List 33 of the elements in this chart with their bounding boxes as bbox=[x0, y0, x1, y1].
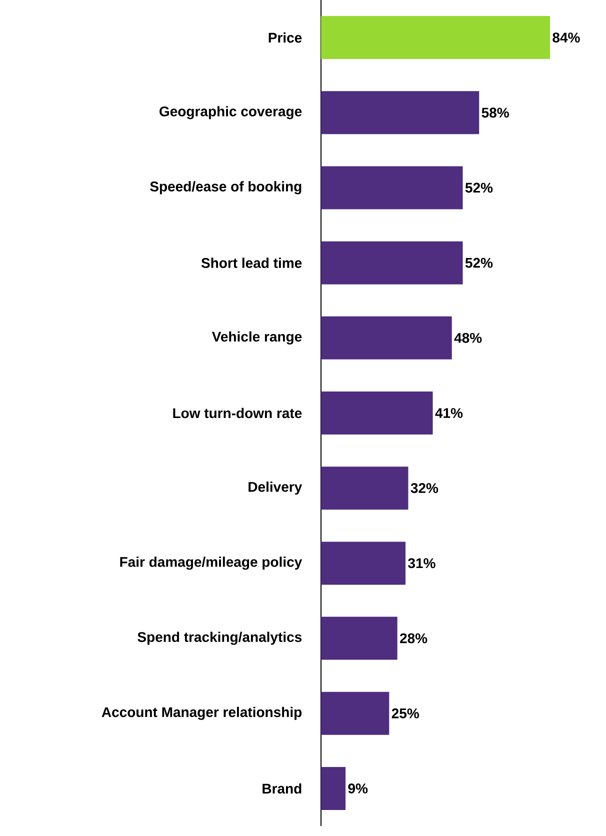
bar bbox=[321, 692, 390, 735]
data-label: 41% bbox=[435, 408, 463, 418]
y-tick-label: Spend tracking/analytics bbox=[138, 632, 302, 645]
y-tick-label: Vehicle range bbox=[212, 331, 302, 344]
bar bbox=[321, 316, 452, 360]
data-label: 9% bbox=[348, 783, 368, 794]
bar bbox=[321, 392, 433, 435]
data-label: 52% bbox=[465, 182, 493, 193]
bar bbox=[321, 542, 406, 585]
y-tick-label: Speed/ease of booking bbox=[150, 181, 302, 194]
y-tick-label: Short lead time bbox=[201, 258, 302, 268]
y-tick-label: Low turn-down rate bbox=[173, 408, 302, 418]
y-tick-label: Delivery bbox=[248, 482, 302, 495]
data-label: 58% bbox=[482, 108, 509, 118]
data-label: 25% bbox=[392, 708, 419, 718]
data-label: 32% bbox=[410, 483, 438, 494]
data-label: 52% bbox=[465, 258, 493, 268]
bar bbox=[321, 616, 398, 660]
data-label: 48% bbox=[454, 332, 482, 343]
y-tick-label: Fair damage/mileage policy bbox=[120, 556, 302, 570]
data-label: 28% bbox=[400, 633, 428, 644]
bar bbox=[321, 766, 346, 810]
y-tick-label: Account Manager relationship bbox=[102, 706, 302, 720]
bar bbox=[321, 166, 463, 210]
data-label: 84% bbox=[552, 32, 580, 43]
y-tick-label: Price bbox=[268, 32, 302, 43]
bar bbox=[321, 91, 480, 134]
y-tick-label: Geographic coverage bbox=[160, 106, 302, 120]
bar bbox=[321, 466, 408, 510]
y-tick-label: Brand bbox=[262, 783, 302, 794]
bar bbox=[321, 241, 463, 284]
data-label: 31% bbox=[408, 558, 436, 568]
bar bbox=[321, 16, 550, 60]
